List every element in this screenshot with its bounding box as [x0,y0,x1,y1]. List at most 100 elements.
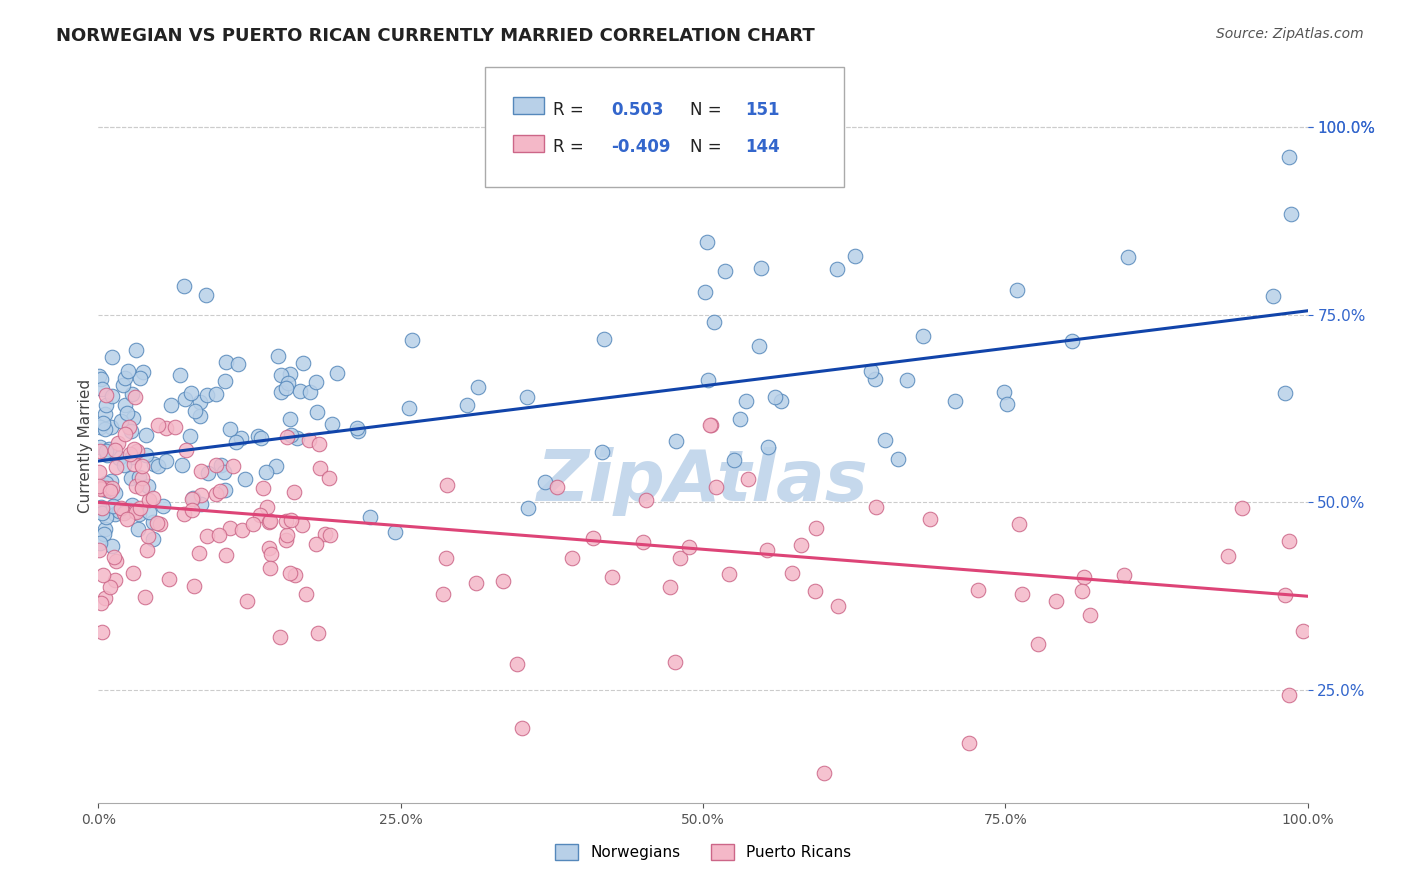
Point [696,235,718,249]
Point [205,458,228,473]
Point [346,424,368,438]
Point [135,542,157,557]
Point [1261,289,1284,303]
Point [190,497,212,511]
Point [860,364,883,378]
Point [280,412,302,426]
Point [205,486,228,500]
Point [749,260,772,275]
Point [181,492,204,507]
Point [280,427,302,442]
Point [96,482,118,496]
Point [124,442,146,457]
Point [214,483,236,498]
Point [314,527,336,541]
Point [718,567,741,582]
Point [143,457,166,471]
Point [957,736,980,750]
Point [134,590,156,604]
Point [110,500,132,515]
Point [124,504,146,518]
Point [1071,584,1094,599]
Point [225,435,247,450]
Point [94,591,117,605]
Point [887,451,910,466]
Point [1005,283,1028,297]
Point [212,465,235,479]
Point [229,431,252,445]
Point [100,539,122,553]
Point [307,626,329,640]
Point [1274,588,1296,602]
Point [467,380,489,394]
Text: 151: 151 [745,101,780,119]
Point [534,475,557,489]
Point [190,488,212,502]
Point [128,507,150,521]
Point [174,392,197,407]
Point [155,421,177,435]
Point [756,440,779,454]
Point [259,548,281,562]
Point [136,479,159,493]
Point [790,538,813,552]
Point [257,541,280,556]
Point [148,458,170,473]
Point [1274,386,1296,401]
Point [236,594,259,608]
Point [91,567,114,582]
Point [827,599,849,613]
Point [96,476,118,491]
Point [107,436,129,450]
Point [100,420,122,434]
Point [124,390,146,404]
Point [299,384,322,399]
Point [305,405,328,419]
Point [135,427,157,442]
Point [125,343,148,358]
Point [91,382,114,396]
Point [401,333,423,347]
Point [285,431,308,445]
Text: NORWEGIAN VS PUERTO RICAN CURRENTLY MARRIED CORRELATION CHART: NORWEGIAN VS PUERTO RICAN CURRENTLY MARR… [56,27,815,45]
Point [436,477,458,491]
Point [561,550,583,565]
Point [131,470,153,484]
Point [276,430,298,444]
Point [918,512,941,526]
Point [131,481,153,495]
Point [1011,587,1033,601]
Point [631,535,654,549]
Point [89,466,111,480]
Point [114,398,136,412]
Point [517,500,540,515]
Point [276,528,298,542]
Point [699,417,721,432]
Point [1230,500,1253,515]
Point [765,390,787,404]
Point [214,354,236,368]
Point [221,459,243,474]
Point [1008,517,1031,532]
Point [259,514,281,528]
Point [943,393,966,408]
Point [700,418,723,433]
Point [90,596,112,610]
Point [844,249,866,263]
Point [1116,250,1139,264]
Text: -0.409: -0.409 [612,138,671,156]
Point [318,528,340,542]
Point [195,288,218,302]
Point [108,450,131,465]
Point [94,398,117,412]
Point [100,580,122,594]
Point [121,410,143,425]
Point [89,479,111,493]
Point [89,369,111,384]
Point [283,484,305,499]
Point [384,524,406,539]
Point [308,461,330,475]
Point [737,472,759,486]
Point [863,372,886,386]
Point [359,510,381,524]
